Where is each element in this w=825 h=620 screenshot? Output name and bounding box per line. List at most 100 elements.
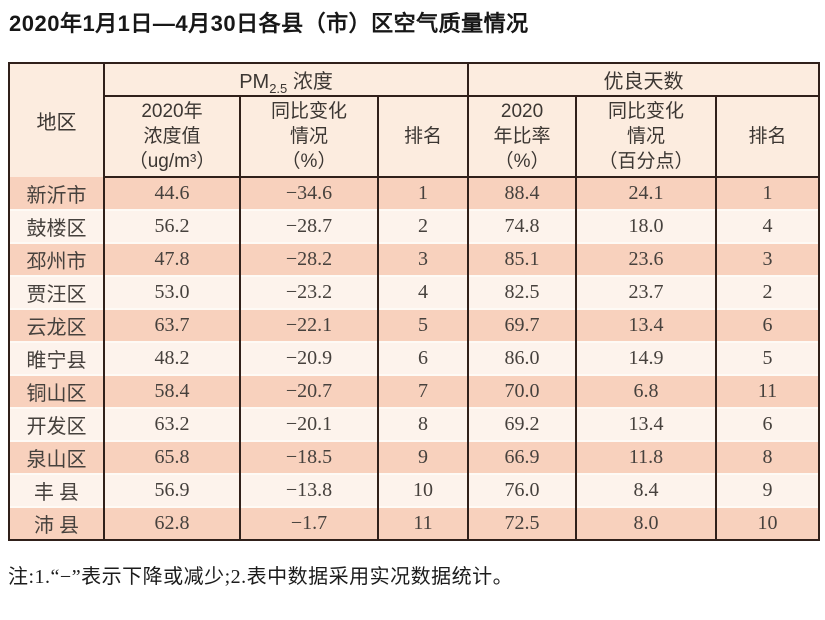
column-header-region: 地区: [8, 63, 105, 178]
good-days-rank-cell: 6: [715, 308, 821, 343]
good-days-change-cell: 23.6: [575, 242, 718, 277]
good-days-ratio-cell: 70.0: [467, 374, 578, 409]
table-row: 新沂市 44.6 −34.6 1 88.4 24.1 1: [8, 177, 821, 211]
region-cell: 沛 县: [8, 506, 105, 541]
table-row: 邳州市 47.8 −28.2 3 85.1 23.6 3: [8, 242, 821, 277]
good-days-change-cell: 14.9: [575, 341, 718, 376]
good-days-change-cell: 18.0: [575, 209, 718, 244]
region-cell: 铜山区: [8, 374, 105, 409]
pm-change-cell: −28.2: [239, 242, 379, 277]
pm-change-cell: −20.7: [239, 374, 379, 409]
pm-rank-cell: 8: [376, 407, 470, 442]
table-row: 沛 县 62.8 −1.7 11 72.5 8.0 10: [8, 506, 821, 541]
good-days-change-cell: 11.8: [575, 440, 718, 475]
pm-rank-cell: 6: [376, 341, 470, 376]
good-days-rank-cell: 11: [715, 374, 821, 409]
pm25-subscript: 2.5: [269, 81, 288, 96]
good-days-rank-cell: 9: [715, 473, 821, 508]
pm-value-cell: 58.4: [103, 374, 241, 409]
column-header-pm-change: 同比变化 情况 （%）: [239, 96, 379, 179]
table-row: 贾汪区 53.0 −23.2 4 82.5 23.7 2: [8, 275, 821, 310]
table-row: 睢宁县 48.2 −20.9 6 86.0 14.9 5: [8, 341, 821, 376]
pm-rank-cell: 3: [376, 242, 470, 277]
footnote: 注:1.“−”表示下降或减少;2.表中数据采用实况数据统计。: [8, 566, 514, 589]
table-row: 开发区 63.2 −20.1 8 69.2 13.4 6: [8, 407, 821, 442]
pm-rank-cell: 1: [376, 177, 470, 211]
pm-change-cell: −20.1: [239, 407, 379, 442]
table-row: 丰 县 56.9 −13.8 10 76.0 8.4 9: [8, 473, 821, 508]
good-days-rank-cell: 4: [715, 209, 821, 244]
good-days-rank-cell: 10: [715, 506, 821, 541]
good-days-rank-cell: 3: [715, 242, 821, 277]
column-header-good-days-change: 同比变化 情况 （百分点）: [575, 96, 718, 179]
pm-change-cell: −22.1: [239, 308, 379, 343]
pm-value-cell: 62.8: [103, 506, 241, 541]
table-row: 云龙区 63.7 −22.1 5 69.7 13.4 6: [8, 308, 821, 343]
good-days-rank-cell: 1: [715, 177, 821, 211]
pm-rank-cell: 11: [376, 506, 470, 541]
good-days-rank-cell: 5: [715, 341, 821, 376]
region-cell: 云龙区: [8, 308, 105, 343]
table-body: 新沂市 44.6 −34.6 1 88.4 24.1 1 鼓楼区 56.2 −2…: [8, 177, 821, 541]
good-days-ratio-cell: 88.4: [467, 177, 578, 211]
good-days-rank-cell: 2: [715, 275, 821, 310]
region-cell: 开发区: [8, 407, 105, 442]
good-days-change-cell: 23.7: [575, 275, 718, 310]
column-header-pm-value: 2020年 浓度值 （ug/m³）: [103, 96, 241, 179]
pm-rank-cell: 4: [376, 275, 470, 310]
good-days-ratio-cell: 82.5: [467, 275, 578, 310]
pm25-label: PM2.5 浓度: [239, 71, 333, 96]
column-group-good-days: 优良天数: [467, 63, 821, 97]
pm-value-cell: 44.6: [103, 177, 241, 211]
page-title: 2020年1月1日—4月30日各县（市）区空气质量情况: [9, 11, 529, 36]
pm-change-cell: −13.8: [239, 473, 379, 508]
table-row: 鼓楼区 56.2 −28.7 2 74.8 18.0 4: [8, 209, 821, 244]
good-days-ratio-cell: 69.2: [467, 407, 578, 442]
pm-rank-cell: 2: [376, 209, 470, 244]
good-days-rank-cell: 6: [715, 407, 821, 442]
column-group-pm25: PM2.5 浓度: [102, 63, 470, 97]
column-header-pm-rank: 排名: [376, 96, 470, 179]
good-days-change-cell: 8.4: [575, 473, 718, 508]
pm-value-cell: 48.2: [103, 341, 241, 376]
air-quality-table: 地区 PM2.5 浓度 优良天数 2020年 浓度值 （ug/m³） 同比变化 …: [8, 62, 821, 542]
pm-value-cell: 53.0: [103, 275, 241, 310]
pm-change-cell: −18.5: [239, 440, 379, 475]
good-days-ratio-cell: 85.1: [467, 242, 578, 277]
region-cell: 新沂市: [8, 177, 105, 211]
region-cell: 丰 县: [8, 473, 105, 508]
pm-change-cell: −28.7: [239, 209, 379, 244]
pm-change-cell: −23.2: [239, 275, 379, 310]
good-days-change-cell: 6.8: [575, 374, 718, 409]
good-days-change-cell: 24.1: [575, 177, 718, 211]
good-days-change-cell: 13.4: [575, 308, 718, 343]
good-days-ratio-cell: 66.9: [467, 440, 578, 475]
header-sub-row: 2020年 浓度值 （ug/m³） 同比变化 情况 （%） 排名 2020 年比…: [9, 96, 821, 179]
page: 2020年1月1日—4月30日各县（市）区空气质量情况 地区 PM2.5 浓度 …: [8, 11, 821, 589]
pm-rank-cell: 5: [376, 308, 470, 343]
pm-rank-cell: 10: [376, 473, 470, 508]
region-cell: 邳州市: [8, 242, 105, 277]
table-row: 铜山区 58.4 −20.7 7 70.0 6.8 11: [8, 374, 821, 409]
pm-value-cell: 63.2: [103, 407, 241, 442]
column-header-good-days-rank: 排名: [715, 96, 821, 179]
good-days-ratio-cell: 86.0: [467, 341, 578, 376]
pm-value-cell: 47.8: [103, 242, 241, 277]
good-days-ratio-cell: 76.0: [467, 473, 578, 508]
good-days-change-cell: 13.4: [575, 407, 718, 442]
pm-value-cell: 63.7: [103, 308, 241, 343]
good-days-ratio-cell: 74.8: [467, 209, 578, 244]
region-cell: 贾汪区: [8, 275, 105, 310]
pm-rank-cell: 7: [376, 374, 470, 409]
pm-value-cell: 56.2: [103, 209, 241, 244]
header-group-row: 地区 PM2.5 浓度 优良天数: [8, 63, 821, 178]
good-days-ratio-cell: 72.5: [467, 506, 578, 541]
column-header-good-days-ratio: 2020 年比率 （%）: [467, 96, 578, 179]
good-days-rank-cell: 8: [715, 440, 821, 475]
pm-value-cell: 65.8: [103, 440, 241, 475]
pm-change-cell: −34.6: [239, 177, 379, 211]
pm-rank-cell: 9: [376, 440, 470, 475]
pm-change-cell: −20.9: [239, 341, 379, 376]
pm-change-cell: −1.7: [239, 506, 379, 541]
pm-value-cell: 56.9: [103, 473, 241, 508]
